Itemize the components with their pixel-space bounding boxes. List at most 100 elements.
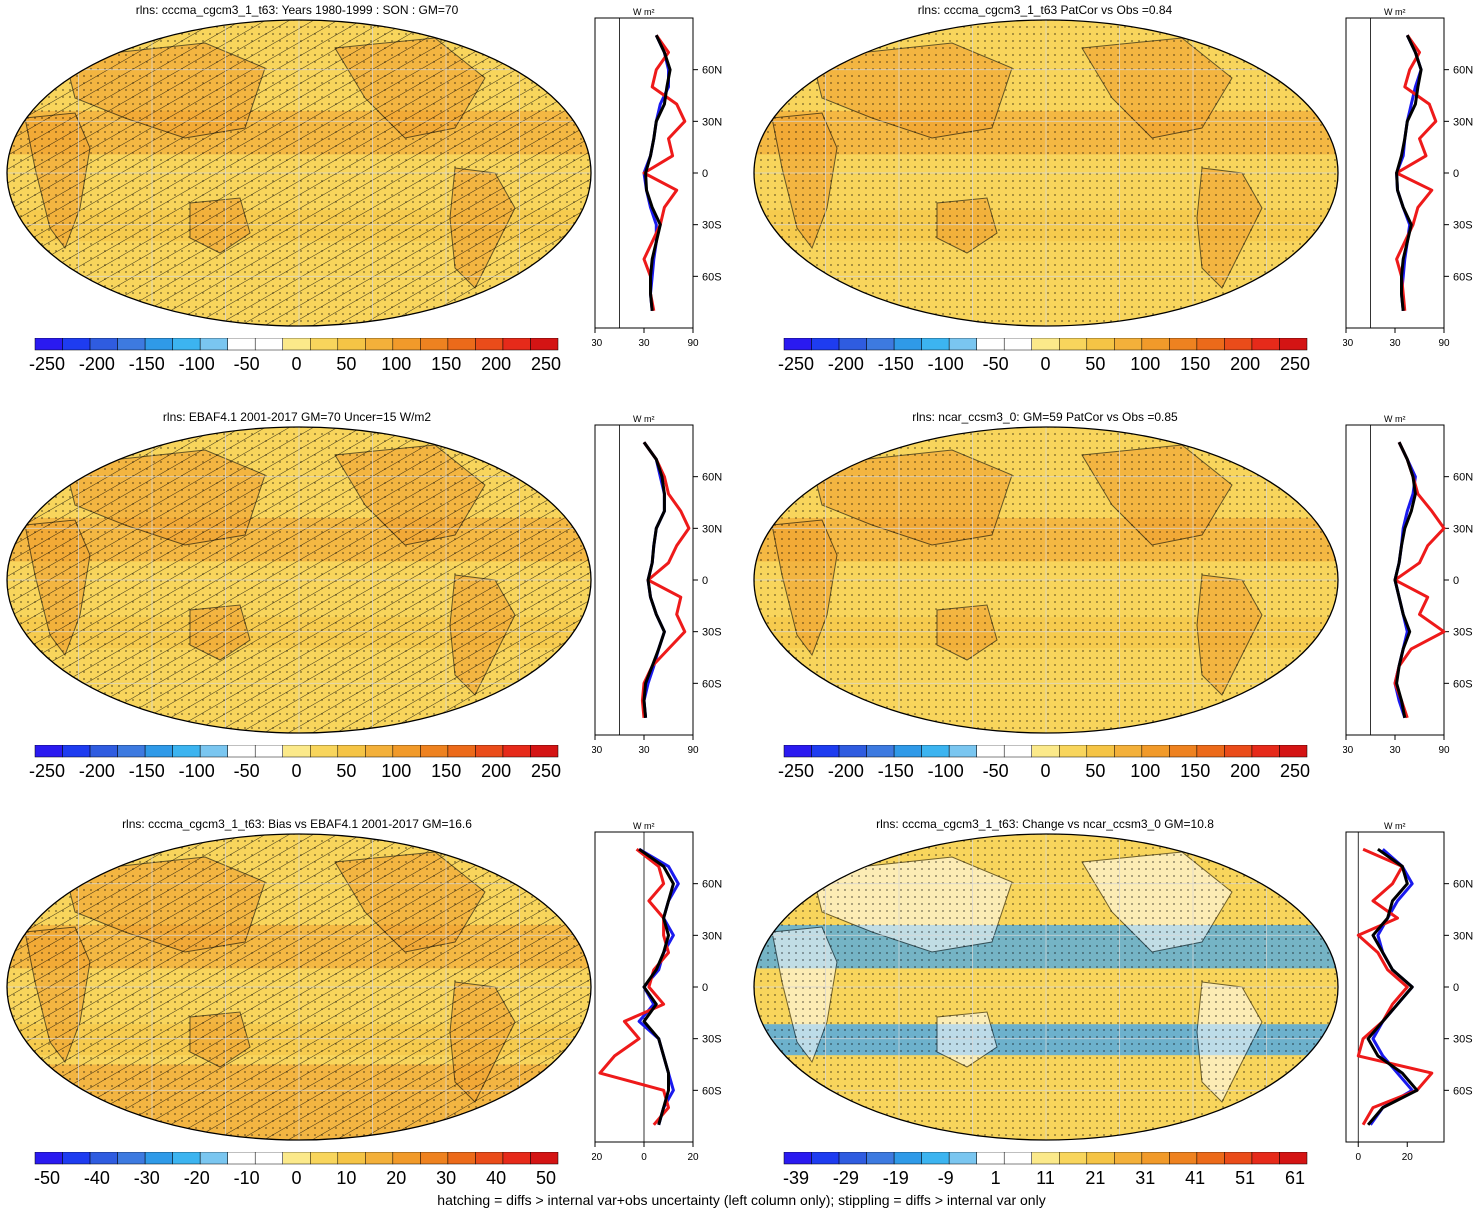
colorbar-swatch bbox=[282, 338, 311, 351]
profile-xtick-label: 0 bbox=[1355, 1152, 1361, 1163]
profile-lat-label: 30S bbox=[702, 1034, 722, 1046]
colorbar-swatch bbox=[866, 745, 895, 758]
colorbar-swatch bbox=[921, 1152, 950, 1165]
profile-xtick-label: 30 bbox=[638, 338, 650, 349]
profile-xtick-label: -30 bbox=[592, 338, 603, 349]
colorbar-swatch bbox=[227, 338, 256, 351]
colorbar-swatch bbox=[502, 745, 531, 758]
profile-xtick-label: 90 bbox=[687, 745, 699, 756]
colorbar-tick-label: 150 bbox=[431, 761, 461, 781]
colorbar-swatch bbox=[1031, 745, 1060, 758]
colorbar-tick-label: -50 bbox=[983, 761, 1009, 781]
colorbar-tick-label: 250 bbox=[1280, 354, 1310, 374]
profile-xtick-label: -30 bbox=[592, 745, 603, 756]
profile-lat-label: 60S bbox=[702, 271, 722, 283]
colorbar-swatch bbox=[34, 1152, 63, 1165]
colorbar-swatch bbox=[1224, 745, 1253, 758]
colorbar-swatch bbox=[783, 745, 812, 758]
colorbar-swatch bbox=[530, 745, 559, 758]
colorbar: -39 -29 -19 -9 1 11 21 31 41 51 61 bbox=[783, 1152, 1308, 1188]
profile-unit-label: W m² bbox=[1384, 821, 1406, 831]
profile-line-black bbox=[644, 34, 672, 311]
colorbar-swatch bbox=[365, 745, 394, 758]
colorbar-swatch bbox=[1059, 338, 1088, 351]
colorbar-tick-label: -50 bbox=[983, 354, 1009, 374]
colorbar-swatch bbox=[893, 745, 922, 758]
colorbar-tick-label: 50 bbox=[336, 354, 356, 374]
profile-line-black bbox=[638, 847, 675, 1126]
colorbar-tick-label: -100 bbox=[928, 761, 964, 781]
profile-line-black bbox=[1366, 847, 1419, 1126]
zonal-profile: W m² -30 30 90 60N 30N 0 30S 60S bbox=[592, 414, 722, 756]
colorbar-swatch bbox=[1059, 745, 1088, 758]
colorbar-swatch bbox=[1086, 745, 1115, 758]
colorbar-tick-label: 50 bbox=[1085, 761, 1105, 781]
colorbar-tick-label: 100 bbox=[1130, 761, 1160, 781]
colorbar-tick-label: 250 bbox=[1280, 761, 1310, 781]
colorbar-tick-label: -100 bbox=[179, 761, 215, 781]
colorbar-swatch bbox=[172, 1152, 201, 1165]
profile-line-black bbox=[642, 441, 666, 718]
colorbar-swatch bbox=[1196, 745, 1225, 758]
colorbar-swatch bbox=[144, 338, 173, 351]
colorbar-tick-label: -250 bbox=[778, 761, 814, 781]
profile-unit-label: W m² bbox=[1384, 7, 1406, 17]
colorbar-swatch bbox=[948, 338, 977, 351]
colorbar-swatch bbox=[1114, 745, 1143, 758]
profile-xtick-label: 90 bbox=[687, 338, 699, 349]
colorbar-swatch bbox=[811, 1152, 840, 1165]
profile-lat-label: 60S bbox=[1453, 271, 1473, 283]
colorbar-swatch bbox=[502, 1152, 531, 1165]
colorbar-tick-label: -50 bbox=[234, 354, 260, 374]
colorbar-tick-label: 250 bbox=[531, 354, 561, 374]
profile-lat-label: 60N bbox=[1453, 879, 1473, 891]
colorbar-swatch bbox=[1224, 338, 1253, 351]
colorbar-tick-label: 200 bbox=[481, 761, 511, 781]
colorbar: -250 -200 -150 -100 -50 0 50 100 150 200 250 bbox=[29, 745, 561, 781]
profile-lat-label: 30N bbox=[1453, 523, 1473, 535]
profile-unit-label: W m² bbox=[633, 7, 655, 17]
profile-lat-label: 0 bbox=[702, 575, 708, 587]
profile-lat-label: 30S bbox=[702, 627, 722, 639]
panel-title: rlns: EBAF4.1 2001-2017 GM=70 Uncer=15 W… bbox=[162, 410, 432, 424]
colorbar-tick-label: 50 bbox=[1085, 354, 1105, 374]
colorbar-tick-label: -150 bbox=[129, 354, 165, 374]
colorbar-swatch bbox=[1251, 745, 1280, 758]
colorbar-tick-label: -200 bbox=[828, 354, 864, 374]
profile-xtick-label: 20 bbox=[1402, 1152, 1414, 1163]
colorbar-swatch bbox=[1169, 338, 1198, 351]
zonal-profile: W m² -20 0 20 60N 30N 0 30S 60S bbox=[592, 821, 722, 1163]
profile-xtick-label: 30 bbox=[638, 745, 650, 756]
colorbar-tick-label: -50 bbox=[34, 1168, 60, 1188]
colorbar-swatch bbox=[1169, 745, 1198, 758]
colorbar-tick-label: 30 bbox=[436, 1168, 456, 1188]
profile-xtick-label: -30 bbox=[1343, 745, 1354, 756]
colorbar-swatch bbox=[447, 1152, 476, 1165]
colorbar-tick-label: 250 bbox=[531, 761, 561, 781]
map-border bbox=[6, 426, 592, 734]
colorbar-tick-label: 100 bbox=[381, 354, 411, 374]
colorbar-swatch bbox=[365, 1152, 394, 1165]
colorbar-swatch bbox=[227, 745, 256, 758]
colorbar-swatch bbox=[34, 338, 63, 351]
colorbar-swatch bbox=[310, 745, 339, 758]
colorbar-swatch bbox=[227, 1152, 256, 1165]
colorbar-swatch bbox=[893, 338, 922, 351]
colorbar-swatch bbox=[172, 338, 201, 351]
colorbar-swatch bbox=[310, 338, 339, 351]
colorbar-tick-label: -150 bbox=[129, 761, 165, 781]
colorbar-tick-label: 100 bbox=[381, 761, 411, 781]
colorbar-swatch bbox=[1031, 1152, 1060, 1165]
colorbar: -50 -40 -30 -20 -10 0 10 20 30 40 50 bbox=[34, 1152, 559, 1188]
colorbar-swatch bbox=[62, 745, 91, 758]
colorbar-tick-label: -10 bbox=[234, 1168, 260, 1188]
colorbar-swatch bbox=[1031, 338, 1060, 351]
colorbar-swatch bbox=[948, 1152, 977, 1165]
colorbar-swatch bbox=[89, 745, 118, 758]
profile-xtick-label: -30 bbox=[1343, 338, 1354, 349]
map-border bbox=[753, 19, 1339, 327]
colorbar-tick-label: 200 bbox=[1230, 761, 1260, 781]
colorbar-swatch bbox=[783, 338, 812, 351]
colorbar-swatch bbox=[866, 1152, 895, 1165]
colorbar-tick-label: -100 bbox=[179, 354, 215, 374]
